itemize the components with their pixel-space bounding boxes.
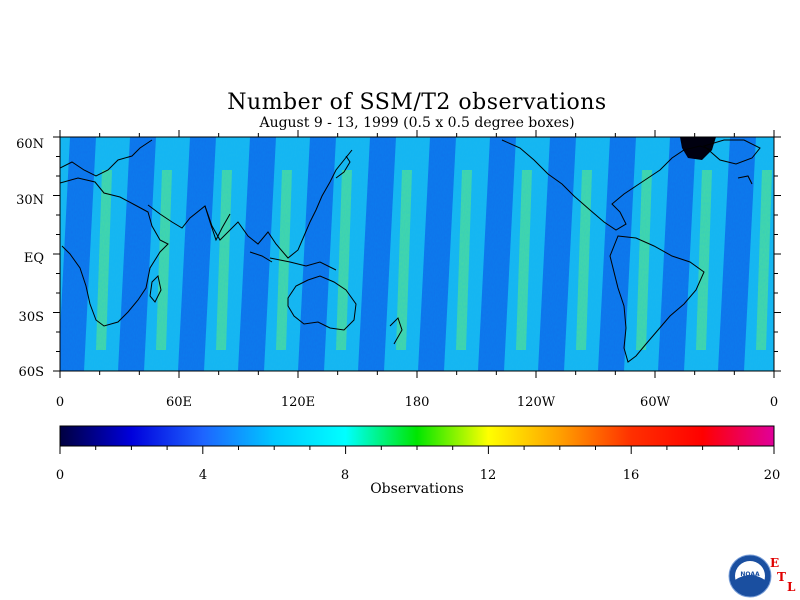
observation-field — [60, 137, 774, 371]
etl-letter-t: T — [777, 570, 786, 584]
cb-tick-label: 0 — [56, 468, 64, 483]
cb-tick-label: 4 — [199, 468, 207, 483]
lat-label-eq: EQ — [24, 251, 44, 266]
colorbar-title: Observations — [370, 481, 464, 497]
longitude-axis: 0 60E 120E 180 120W 60W 0 — [56, 395, 778, 410]
noaa-logo-text: NOAA — [740, 571, 760, 578]
colorbar — [60, 426, 774, 446]
lat-label-30s: 30S — [19, 310, 44, 325]
noaa-logo: NOAA — [728, 554, 772, 598]
lon-label-120w: 120W — [517, 395, 556, 410]
lon-label-60e: 60E — [166, 395, 192, 410]
lon-label-120e: 120E — [281, 395, 315, 410]
map-title: Number of SSM/T2 observations — [227, 90, 607, 115]
latitude-axis: 60N 30N EQ 30S 60S — [16, 137, 44, 380]
lon-label-180: 180 — [405, 395, 430, 410]
cb-tick-label: 20 — [764, 468, 781, 483]
etl-letter-e: E — [770, 556, 780, 570]
cb-tick-label: 16 — [623, 468, 640, 483]
etl-letter-l: L — [787, 580, 796, 594]
lon-label-60w: 60W — [640, 395, 671, 410]
lat-label-30n: 30N — [16, 193, 44, 208]
map-subtitle: August 9 - 13, 1999 (0.5 x 0.5 degree bo… — [259, 115, 575, 131]
coastlines — [60, 139, 761, 363]
cb-tick-label: 12 — [480, 468, 497, 483]
cb-tick-label: 8 — [341, 468, 349, 483]
colorbar-tick-labels: 0 4 8 12 16 20 — [56, 468, 780, 483]
lat-label-60n: 60N — [16, 137, 44, 152]
lon-label-0-east: 0 — [770, 395, 778, 410]
lat-label-60s: 60S — [19, 365, 44, 380]
lon-label-0: 0 — [56, 395, 64, 410]
